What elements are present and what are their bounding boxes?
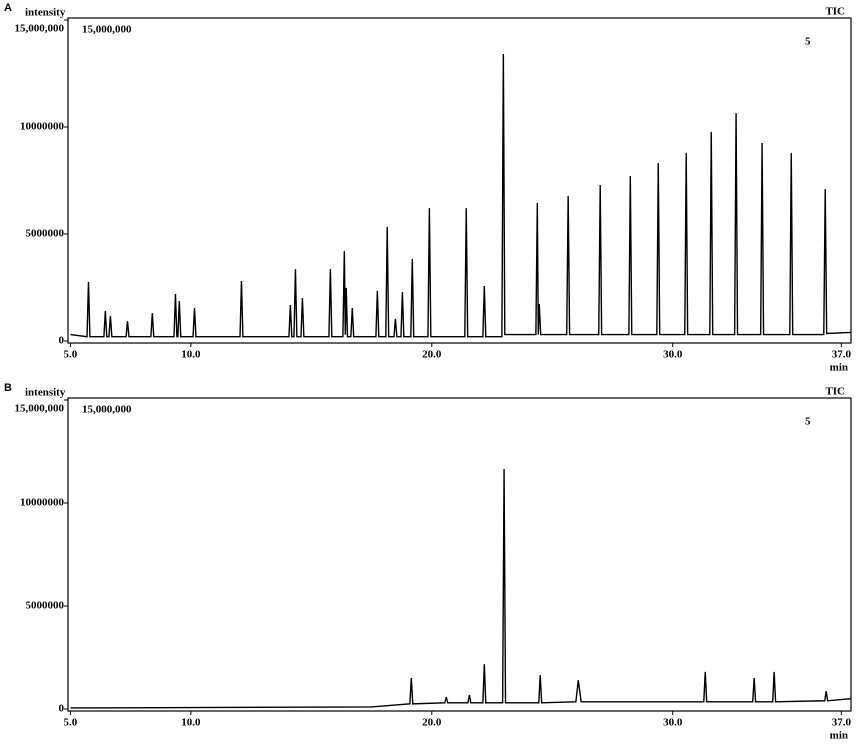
x-tick-label: 20.0	[422, 349, 442, 361]
trace-label: TIC	[825, 386, 845, 398]
trace-line	[70, 54, 852, 338]
x-tick-label: 37.0	[832, 717, 852, 729]
y-tick-label: 15,000,000	[15, 403, 65, 415]
y-tick-label: 5000000	[26, 600, 65, 612]
y-axis-label: intensity	[25, 387, 66, 399]
trace-label: TIC	[825, 6, 845, 18]
y-tick-label: 10000000	[20, 497, 65, 509]
plot-frame	[67, 397, 852, 712]
y-tick-label: 15,000,000	[15, 23, 65, 35]
panel-label: B	[4, 382, 12, 394]
x-tick-label: 30.0	[663, 349, 683, 361]
y-tick-label: 10000000	[20, 121, 65, 133]
scale-label: 15,000,000	[82, 24, 132, 36]
scale-label: 15,000,000	[82, 404, 132, 416]
x-tick-label: 37.0	[832, 349, 852, 361]
x-tick-label: 5.0	[64, 717, 78, 729]
y-tick-label: 0	[59, 703, 65, 715]
x-tick-label: 10.0	[181, 717, 201, 729]
x-axis-label: min	[830, 362, 848, 374]
sample-label: 5	[805, 36, 811, 48]
x-tick-label: 10.0	[181, 349, 201, 361]
panel-label: A	[4, 2, 12, 14]
x-tick-label: 20.0	[422, 717, 442, 729]
y-axis-label: intensity	[25, 7, 66, 19]
x-tick-label: 5.0	[64, 349, 78, 361]
plot-frame	[67, 17, 852, 344]
y-tick-label: 5000000	[26, 228, 65, 240]
trace-line	[70, 469, 852, 709]
y-tick-label: 0	[59, 335, 65, 347]
sample-label: 5	[805, 416, 811, 428]
x-tick-label: 30.0	[663, 717, 683, 729]
x-axis-label: min	[830, 730, 848, 742]
